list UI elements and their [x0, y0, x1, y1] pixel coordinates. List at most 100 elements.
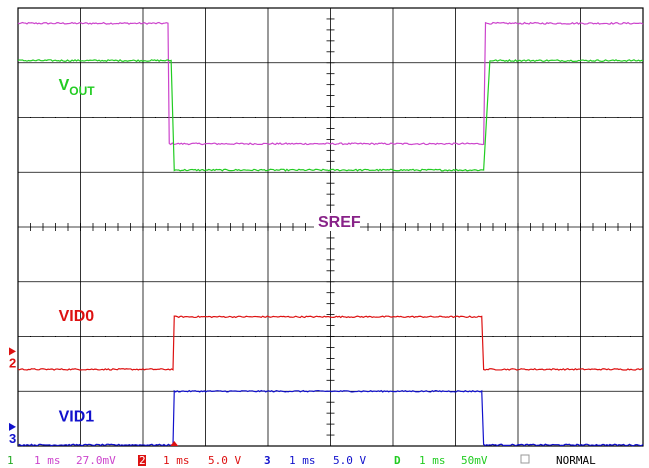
- grid-dot: [442, 336, 444, 337]
- grid-dot: [330, 336, 331, 337]
- grid-dot: [117, 336, 119, 337]
- traces: [17, 21, 644, 447]
- ch2-badge: [138, 455, 146, 466]
- ground-marker-icon: [9, 347, 16, 356]
- ground-marker-label: 2: [9, 355, 16, 370]
- grid-dot: [467, 336, 469, 337]
- grid-dot: [405, 117, 406, 118]
- trace-label: VID0: [59, 308, 95, 325]
- grid-dot: [105, 117, 106, 118]
- grid-dot: [17, 117, 19, 118]
- grid-dot: [280, 336, 281, 337]
- grid-dot: [505, 336, 506, 337]
- grid-dot: [92, 336, 94, 337]
- grid-dot: [417, 336, 419, 337]
- grid-dot: [80, 117, 81, 118]
- grid-dot: [42, 336, 44, 337]
- grid-dot: [117, 117, 119, 118]
- trace-label: VID1: [59, 408, 95, 425]
- grid-dot: [292, 117, 294, 118]
- label-background: [314, 213, 360, 231]
- grid-dot: [167, 336, 169, 337]
- grid-dot: [305, 336, 306, 337]
- mode-checkbox-icon: [520, 454, 530, 464]
- trace-label: VOUT: [59, 77, 96, 98]
- grid-dot: [480, 117, 481, 118]
- grid-dot: [330, 117, 331, 118]
- grid-dot: [292, 336, 294, 337]
- grid-dot: [267, 336, 269, 337]
- grid-dot: [392, 336, 394, 337]
- grid-dot: [592, 336, 594, 337]
- grid-dot: [230, 117, 231, 118]
- grid-dot: [617, 336, 619, 337]
- ch2-number: 2: [139, 454, 146, 467]
- grid-dot: [130, 336, 131, 337]
- grid-dot: [455, 336, 456, 337]
- grid-dot: [67, 117, 69, 118]
- ch2-value: 5.0 V: [208, 454, 241, 467]
- grid-dot: [180, 336, 181, 337]
- ground-marker-icon: [9, 422, 16, 431]
- trace-vout: [17, 59, 644, 172]
- ground-marker-label: 3: [9, 431, 16, 446]
- grid-dot: [517, 117, 519, 118]
- trace-vid0: [17, 315, 644, 371]
- grid-dot: [305, 117, 306, 118]
- grid-dot: [217, 117, 219, 118]
- grid-dot: [605, 336, 606, 337]
- grid-dot: [355, 117, 356, 118]
- grid-dot: [230, 336, 231, 337]
- grid-dot: [205, 336, 206, 337]
- grid-dot: [242, 336, 244, 337]
- grid-dot: [467, 117, 469, 118]
- mode-text: NORMAL: [556, 454, 596, 467]
- grid-dot: [192, 336, 194, 337]
- ch2-time: 1 ms: [163, 454, 190, 467]
- grid-dot: [342, 336, 344, 337]
- grid-dot: [130, 117, 131, 118]
- grid-dot: [567, 336, 569, 337]
- grid-dot: [217, 336, 219, 337]
- grid-dot: [492, 336, 494, 337]
- grid-dot: [80, 336, 81, 337]
- grid-dot: [605, 117, 606, 118]
- ch4-time: 1 ms: [419, 454, 446, 467]
- grid-dot: [167, 117, 169, 118]
- grid-dot: [142, 336, 144, 337]
- grid-dot: [30, 336, 31, 337]
- grid-dot: [317, 117, 319, 118]
- status-bar: 1 1 ms 27.0mV 2 1 ms 5.0 V 3 1 ms 5.0 V …: [7, 454, 596, 467]
- grid-dot: [155, 336, 156, 337]
- grid-dot: [542, 336, 544, 337]
- grid-dot: [155, 117, 156, 118]
- grid-dot: [355, 336, 356, 337]
- grid-dot: [317, 336, 319, 337]
- trace-labels: VOUT SREF VID0 VID1: [59, 77, 361, 425]
- grid-dot: [580, 336, 581, 337]
- grid-dot: [492, 117, 494, 118]
- grid-dot: [267, 117, 269, 118]
- grid-dot: [442, 117, 444, 118]
- ch1-value: 27.0mV: [76, 454, 116, 467]
- channel-markers: 23: [9, 347, 179, 446]
- grid: [17, 7, 644, 447]
- grid-dot: [517, 336, 519, 337]
- grid-dot: [630, 336, 631, 337]
- grid-dot: [55, 117, 56, 118]
- grid-dot: [280, 117, 281, 118]
- grid-dot: [617, 117, 619, 118]
- grid-dot: [380, 117, 381, 118]
- grid-dot: [342, 117, 344, 118]
- grid-dot: [480, 336, 481, 337]
- ch4-number: D: [394, 454, 401, 467]
- grid-dot: [367, 117, 369, 118]
- trace-vid1: [17, 389, 644, 447]
- grid-dot: [180, 117, 181, 118]
- grid-dot: [555, 117, 556, 118]
- grid-dot: [55, 336, 56, 337]
- grid-dot: [67, 336, 69, 337]
- grid-dot: [30, 117, 31, 118]
- grid-dot: [542, 117, 544, 118]
